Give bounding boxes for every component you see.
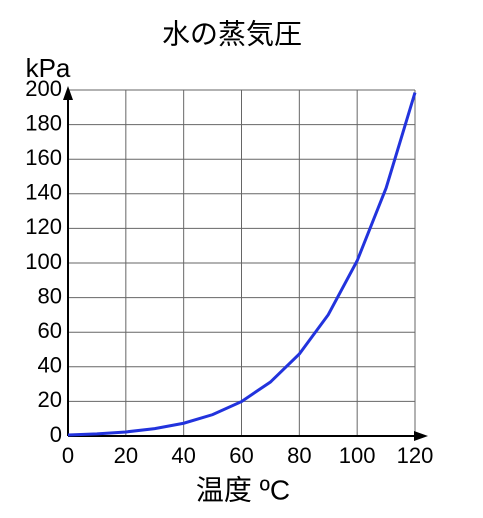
x-tick-label: 60 (229, 443, 253, 468)
x-tick-label: 100 (339, 443, 376, 468)
y-tick-label: 200 (25, 76, 62, 101)
chart-title: 水の蒸気圧 (162, 18, 302, 49)
y-tick-label: 160 (25, 145, 62, 170)
y-axis-label: kPa (26, 53, 71, 83)
data-line (67, 92, 417, 437)
y-axis-arrow (63, 86, 73, 100)
y-tick-label: 100 (25, 249, 62, 274)
y-tick-label: 20 (38, 387, 62, 412)
x-axis-label: 温度 ºC (196, 474, 290, 505)
y-tick-label: 60 (38, 318, 62, 343)
y-tick-label: 80 (38, 283, 62, 308)
y-tick-label: 40 (38, 353, 62, 378)
x-tick-label: 80 (287, 443, 311, 468)
x-axis-arrow (414, 431, 428, 441)
y-tick-label: 120 (25, 214, 62, 239)
x-tick-label: 0 (62, 443, 74, 468)
y-tick-label: 180 (25, 110, 62, 135)
x-tick-label: 20 (114, 443, 138, 468)
y-tick-label: 0 (50, 422, 62, 447)
x-tick-label: 120 (397, 443, 434, 468)
y-tick-label: 140 (25, 180, 62, 205)
x-tick-label: 40 (171, 443, 195, 468)
